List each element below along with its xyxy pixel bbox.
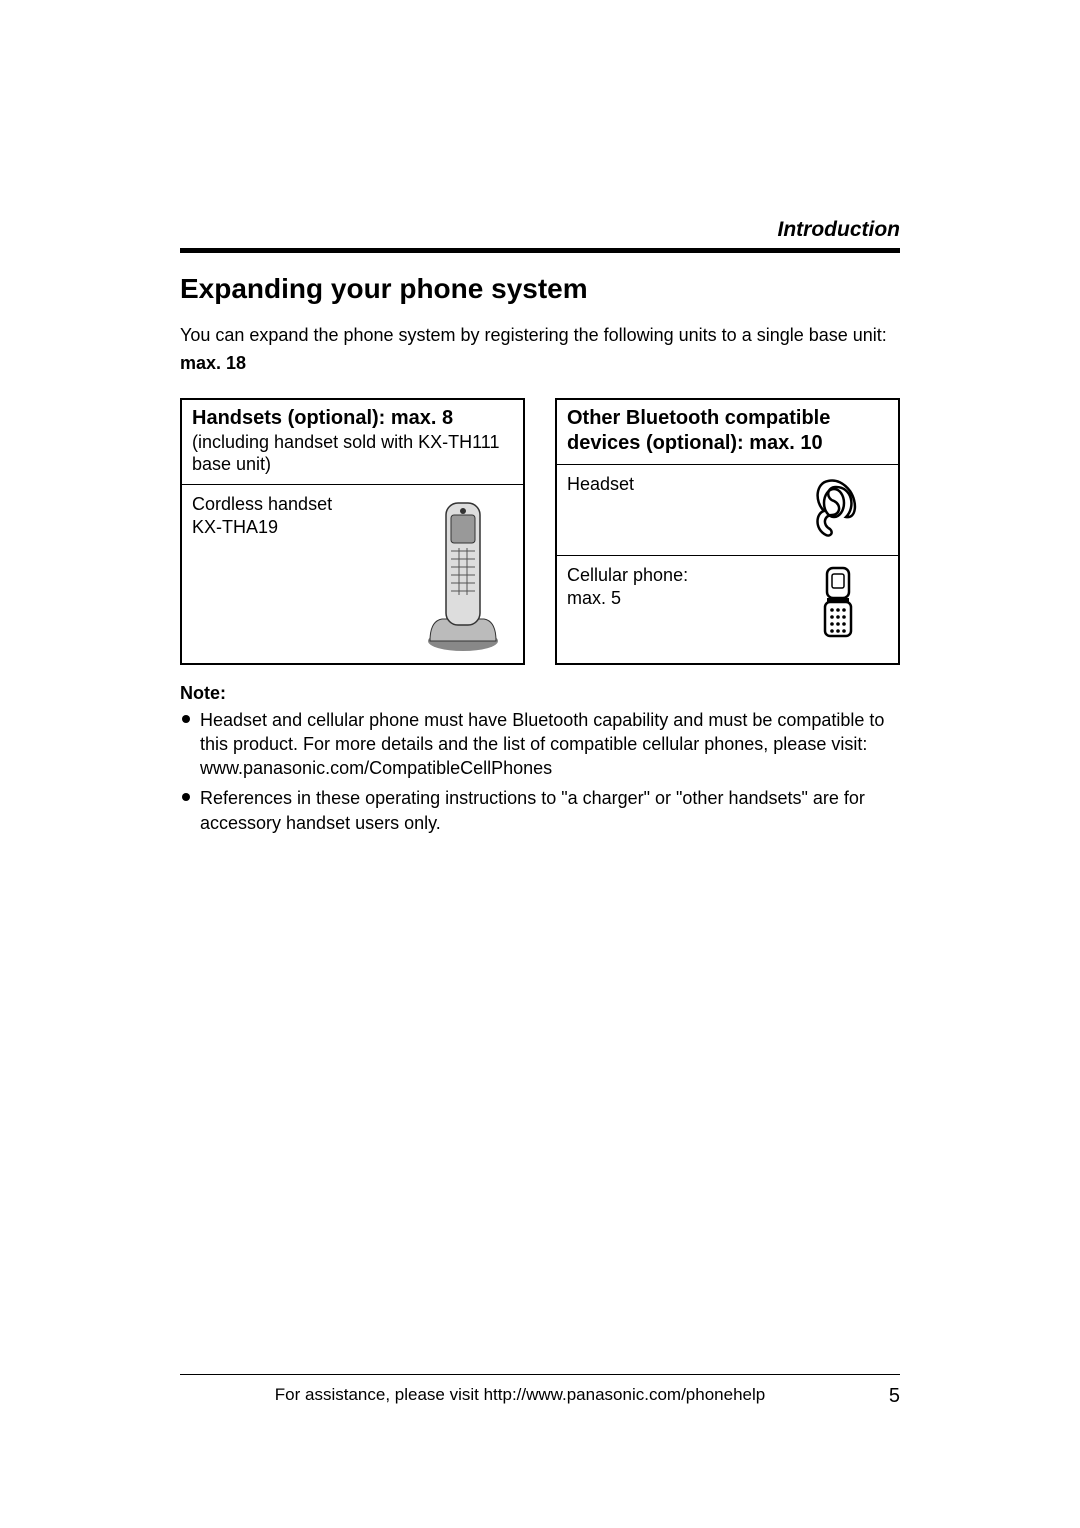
note-bullet-2: References in these operating instructio… bbox=[180, 786, 900, 835]
note-bullet-1: Headset and cellular phone must have Blu… bbox=[180, 708, 900, 781]
page-footer: For assistance, please visit http://www.… bbox=[180, 1374, 900, 1408]
note-label: Note: bbox=[180, 683, 900, 704]
page-content: Introduction Expanding your phone system… bbox=[0, 0, 1080, 835]
boxes-row: Handsets (optional): max. 8 (including h… bbox=[180, 398, 900, 665]
headset-row: Headset bbox=[557, 464, 898, 555]
cellular-text: Cellular phone: max. 5 bbox=[567, 564, 788, 611]
intro-max: max. 18 bbox=[180, 351, 900, 375]
cordless-handset-icon bbox=[413, 493, 513, 653]
bluetooth-box: Other Bluetooth compatible devices (opti… bbox=[555, 398, 900, 665]
handsets-box: Handsets (optional): max. 8 (including h… bbox=[180, 398, 525, 665]
page-heading: Expanding your phone system bbox=[180, 273, 900, 305]
cellular-line1: Cellular phone: bbox=[567, 565, 688, 585]
handsets-header: Handsets (optional): max. 8 (including h… bbox=[182, 400, 523, 484]
cellphone-icon bbox=[788, 564, 888, 642]
page-number: 5 bbox=[860, 1385, 900, 1408]
bluetooth-title-l2: devices (optional): max. 10 bbox=[567, 431, 888, 456]
footer-rule bbox=[180, 1374, 900, 1375]
handsets-title: Handsets (optional): max. 8 bbox=[192, 406, 513, 431]
rule-thick bbox=[180, 249, 900, 253]
handsets-row-text: Cordless handset KX-THA19 bbox=[192, 493, 413, 540]
handsets-row-line2: KX-THA19 bbox=[192, 517, 278, 537]
headset-icon bbox=[788, 473, 888, 545]
cellular-line2: max. 5 bbox=[567, 588, 621, 608]
intro-text: You can expand the phone system by regis… bbox=[180, 323, 900, 347]
cellular-row: Cellular phone: max. 5 bbox=[557, 555, 898, 652]
headset-label: Headset bbox=[567, 473, 788, 496]
handsets-row: Cordless handset KX-THA19 bbox=[182, 484, 523, 663]
section-label: Introduction bbox=[180, 218, 900, 242]
footer-assist-text: For assistance, please visit http://www.… bbox=[180, 1385, 860, 1408]
handsets-sub: (including handset sold with KX-TH111 ba… bbox=[192, 431, 513, 476]
handsets-row-line1: Cordless handset bbox=[192, 494, 332, 514]
bluetooth-header: Other Bluetooth compatible devices (opti… bbox=[557, 400, 898, 464]
bluetooth-title-l1: Other Bluetooth compatible bbox=[567, 406, 888, 431]
note-list: Headset and cellular phone must have Blu… bbox=[180, 708, 900, 835]
